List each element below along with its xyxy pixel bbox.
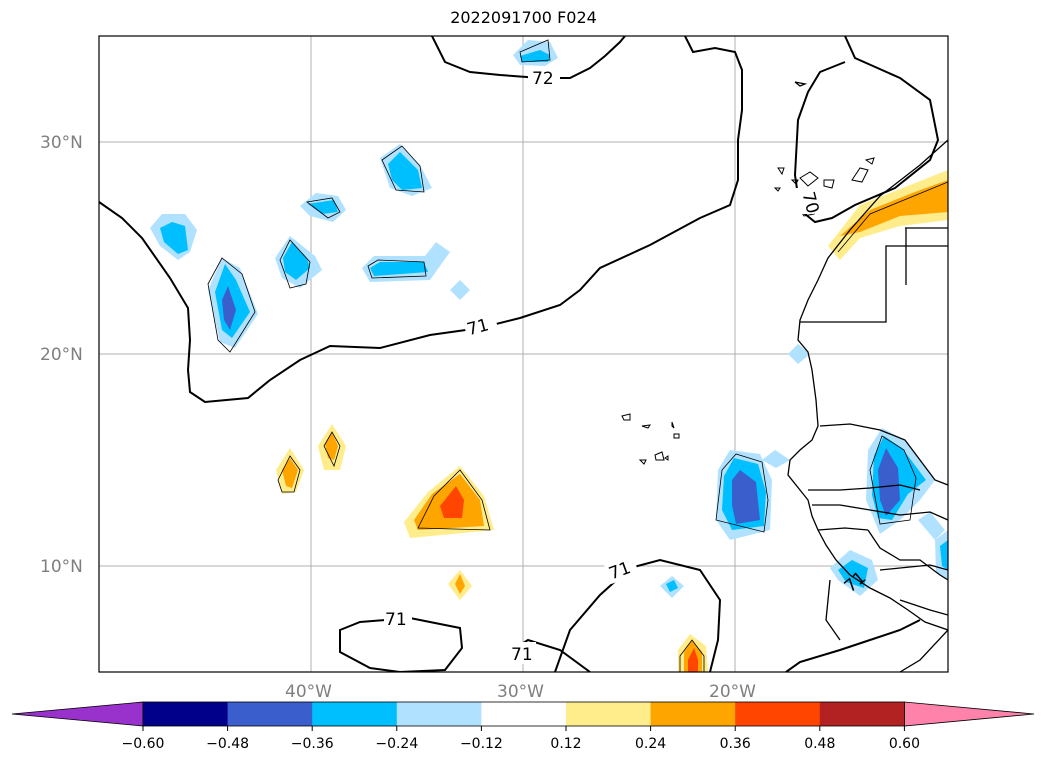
gridlines — [99, 36, 948, 672]
contour-label: 71 — [385, 610, 407, 630]
colorbar-outline — [142, 701, 905, 727]
map-frame — [98, 35, 949, 673]
colorbar-tick-label: 0.36 — [720, 736, 751, 752]
map-title: 2022091700 F024 — [450, 8, 597, 27]
anomaly-contours — [207, 39, 948, 672]
colorbar-segment — [312, 702, 398, 726]
lat-label: 20°N — [40, 345, 83, 365]
colorbar-segment — [566, 702, 652, 726]
colorbar-extend-low — [11, 701, 144, 727]
colorbar-segment — [396, 702, 482, 726]
contour-label: 71 — [511, 645, 533, 665]
negative-anomaly-patches — [150, 40, 948, 598]
colorbar-tick-label: −0.36 — [291, 736, 334, 752]
colorbar-tick-label: −0.12 — [460, 736, 503, 752]
colorbar-extend-high — [904, 701, 1035, 727]
colorbar-segment — [819, 702, 905, 726]
colorbar-segment — [481, 702, 567, 726]
colorbar-segment — [227, 702, 313, 726]
lat-label: 30°N — [40, 133, 83, 153]
lon-label: 30°W — [497, 682, 544, 702]
lon-label: 40°W — [285, 682, 332, 702]
contour-labels: 72 71 70 71 71 71 71 — [384, 66, 870, 665]
colorbar-segment — [735, 702, 821, 726]
islands — [621, 157, 875, 465]
longitude-labels: 40°W 30°W 20°W — [285, 682, 756, 702]
colorbar-segment — [650, 702, 736, 726]
lon-label: 20°W — [709, 682, 756, 702]
colorbar-tick-label: −0.48 — [206, 736, 249, 752]
coastlines — [787, 81, 948, 672]
colorbar-tick-label: 0.48 — [804, 736, 835, 752]
contour-label: 72 — [532, 69, 554, 89]
latitude-labels: 30°N 20°N 10°N — [40, 133, 83, 577]
colorbar: −0.60 −0.48 −0.36 −0.24 −0.12 0.12 0.24 0.36 0.4… — [11, 701, 1035, 752]
colorbar-tick-label: 0.24 — [635, 736, 666, 752]
colorbar-tick-label: −0.60 — [122, 736, 165, 752]
positive-anomaly-patches — [276, 170, 948, 672]
colorbar-segment — [143, 702, 229, 726]
colorbar-tick-label: 0.60 — [889, 736, 920, 752]
colorbar-tick-label: −0.24 — [375, 736, 418, 752]
colorbar-tick-label: 0.12 — [550, 736, 581, 752]
lat-label: 10°N — [40, 557, 83, 577]
map-content — [99, 36, 948, 672]
